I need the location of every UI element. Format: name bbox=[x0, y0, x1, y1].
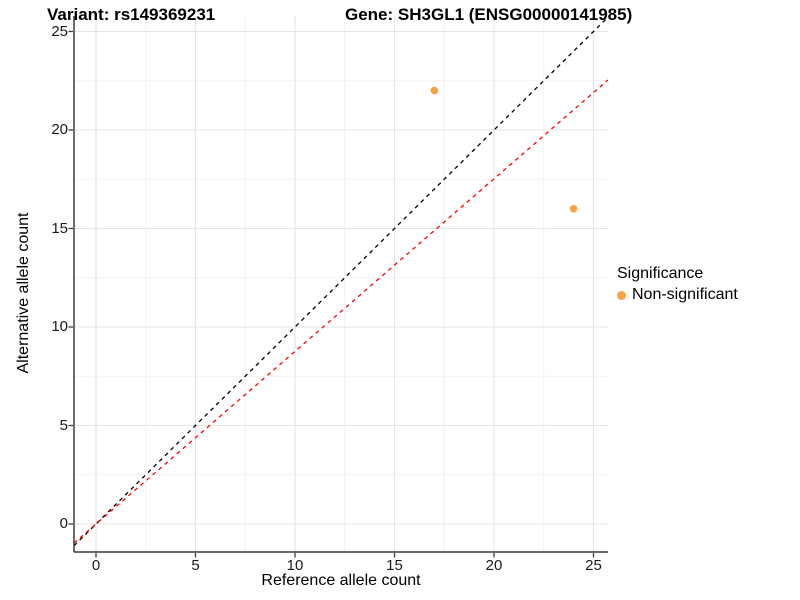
y-tick-label: 5 bbox=[59, 416, 68, 434]
expected-ratio-line bbox=[74, 79, 608, 544]
x-tick-label: 0 bbox=[91, 557, 101, 574]
identity-line bbox=[74, 16, 608, 547]
legend: Significance Non-significant bbox=[617, 265, 738, 304]
legend-point-swatch-icon bbox=[617, 290, 626, 300]
data-point bbox=[430, 86, 439, 95]
y-tick-label: 20 bbox=[51, 121, 68, 138]
x-tick-label: 15 bbox=[386, 557, 403, 574]
x-tick-label: 5 bbox=[191, 557, 200, 574]
x-tick-label: 10 bbox=[286, 557, 304, 574]
legend-item-label: Non-significant bbox=[632, 286, 738, 303]
y-tick-label: 10 bbox=[51, 318, 68, 335]
y-axis-title: Alternative allele count bbox=[15, 212, 32, 374]
x-tick-label: 20 bbox=[485, 557, 503, 574]
y-tick-label: 25 bbox=[51, 22, 68, 40]
legend-item: Non-significant bbox=[617, 286, 738, 304]
data-point bbox=[569, 205, 578, 213]
x-axis-title: Reference allele count bbox=[261, 572, 421, 589]
x-tick-label: 25 bbox=[585, 557, 602, 574]
legend-title: Significance bbox=[617, 265, 704, 282]
y-tick-label: 15 bbox=[51, 219, 68, 237]
plot-title-gene: Gene: SH3GL1 (ENSG00000141985) bbox=[345, 5, 633, 24]
y-tick-label: 0 bbox=[59, 515, 68, 532]
plot-title-variant: Variant: rs149369231 bbox=[47, 5, 216, 24]
